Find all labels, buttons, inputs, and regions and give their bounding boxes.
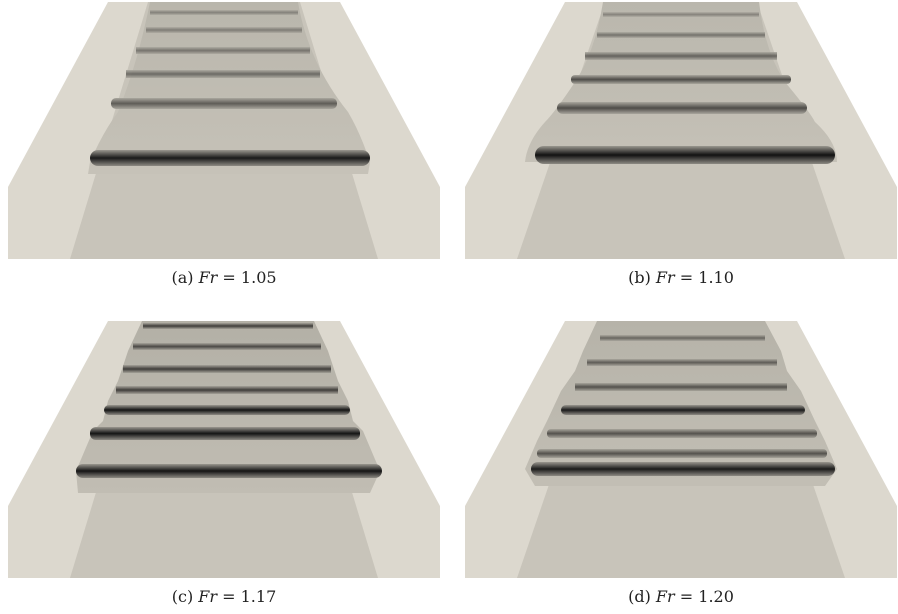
wave-crest: [571, 75, 791, 84]
caption-b: (b) Fr = 1.10: [465, 268, 897, 287]
panel-a: (a) Fr = 1.05: [8, 2, 440, 287]
wave-crest: [146, 27, 302, 33]
caption-d: (d) Fr = 1.20: [465, 587, 897, 606]
panel-label: (b): [628, 268, 651, 287]
wave-crest: [600, 335, 765, 341]
wave-crest: [143, 323, 313, 329]
wave-crest: [150, 10, 298, 15]
wave-crest: [547, 429, 817, 438]
wave-crest: [126, 70, 320, 78]
froude-value: 1.10: [698, 268, 734, 287]
wave-crest: [537, 449, 827, 458]
wave-crest: [116, 386, 338, 394]
froude-symbol: Fr: [655, 587, 675, 606]
equals-sign: =: [222, 587, 236, 606]
wave-crest: [585, 52, 777, 60]
water-surface: [88, 2, 370, 174]
equals-sign: =: [679, 587, 694, 606]
froude-symbol: Fr: [198, 587, 218, 606]
wave-crest: [575, 383, 787, 391]
panel-d: (d) Fr = 1.20: [465, 321, 897, 606]
froude-value: 1.20: [698, 587, 734, 606]
panel-label: (a): [171, 268, 194, 287]
flow-render-c: [8, 321, 440, 578]
equals-sign: =: [222, 268, 236, 287]
caption-a: (a) Fr = 1.05: [8, 268, 440, 287]
flow-render-d: [465, 321, 897, 578]
wave-crest-primary: [76, 464, 382, 478]
panel-label: (c): [171, 587, 194, 606]
wave-crest-primary: [90, 150, 370, 166]
wave-crest: [123, 365, 331, 373]
equals-sign: =: [679, 268, 694, 287]
wave-crest: [603, 12, 759, 17]
froude-symbol: Fr: [655, 268, 675, 287]
wave-crest: [587, 359, 777, 366]
panel-c: (c) Fr = 1.17: [8, 321, 440, 606]
caption-c: (c) Fr = 1.17: [8, 587, 440, 606]
panel-label: (d): [628, 587, 651, 606]
wave-crest: [561, 405, 805, 415]
wave-crest: [111, 98, 337, 109]
froude-value: 1.17: [240, 587, 277, 606]
flow-render-b: [465, 2, 897, 259]
panel-b: (b) Fr = 1.10: [465, 2, 897, 287]
wave-crest: [557, 102, 807, 114]
froude-symbol: Fr: [198, 268, 218, 287]
wave-crest: [133, 343, 321, 350]
wave-crest: [597, 32, 765, 38]
flow-render-a: [8, 2, 440, 259]
wave-crest-primary: [531, 462, 835, 476]
wave-crest-primary: [535, 146, 835, 164]
wave-crest: [104, 405, 350, 415]
froude-value: 1.05: [240, 268, 277, 287]
wave-crest: [136, 47, 310, 54]
wave-crest: [90, 427, 360, 440]
